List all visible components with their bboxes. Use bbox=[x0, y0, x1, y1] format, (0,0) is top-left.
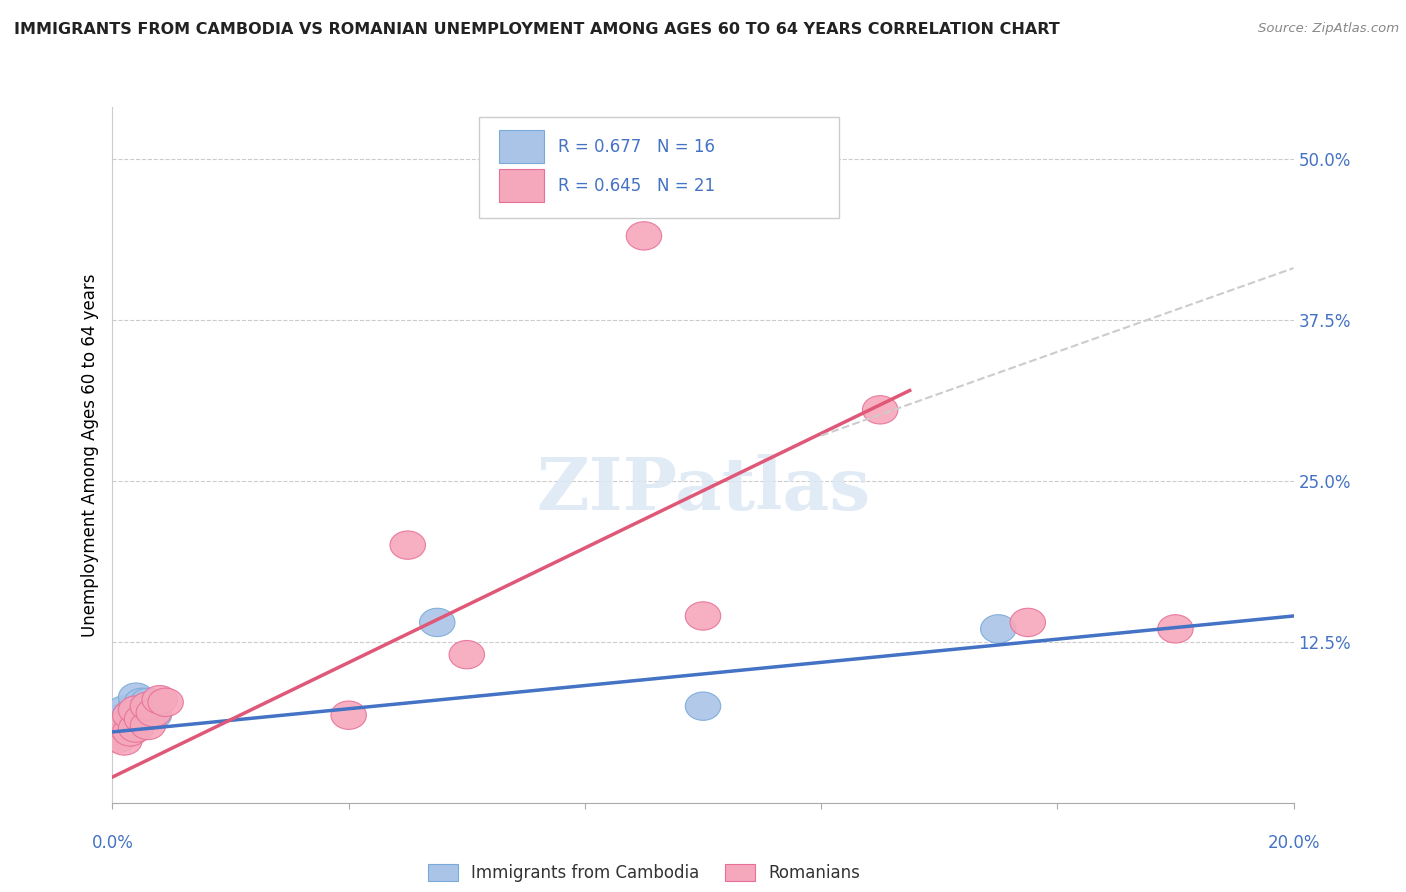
Ellipse shape bbox=[101, 705, 136, 733]
Ellipse shape bbox=[131, 688, 166, 716]
Ellipse shape bbox=[136, 698, 172, 727]
Ellipse shape bbox=[101, 718, 136, 746]
Ellipse shape bbox=[330, 701, 367, 730]
Text: 20.0%: 20.0% bbox=[1267, 834, 1320, 852]
Text: IMMIGRANTS FROM CAMBODIA VS ROMANIAN UNEMPLOYMENT AMONG AGES 60 TO 64 YEARS CORR: IMMIGRANTS FROM CAMBODIA VS ROMANIAN UNE… bbox=[14, 22, 1060, 37]
Ellipse shape bbox=[118, 705, 153, 733]
Text: Source: ZipAtlas.com: Source: ZipAtlas.com bbox=[1258, 22, 1399, 36]
Ellipse shape bbox=[131, 711, 166, 739]
Ellipse shape bbox=[118, 696, 153, 724]
Text: R = 0.645   N = 21: R = 0.645 N = 21 bbox=[558, 177, 714, 194]
Ellipse shape bbox=[107, 696, 142, 724]
Ellipse shape bbox=[124, 688, 160, 716]
Text: 0.0%: 0.0% bbox=[91, 834, 134, 852]
Ellipse shape bbox=[1157, 615, 1194, 643]
Ellipse shape bbox=[101, 724, 136, 753]
Ellipse shape bbox=[112, 709, 148, 737]
Ellipse shape bbox=[148, 688, 183, 716]
FancyBboxPatch shape bbox=[499, 169, 544, 202]
Ellipse shape bbox=[112, 701, 148, 730]
Ellipse shape bbox=[862, 396, 898, 424]
Ellipse shape bbox=[112, 701, 148, 730]
Ellipse shape bbox=[107, 711, 142, 739]
Ellipse shape bbox=[107, 727, 142, 756]
Ellipse shape bbox=[124, 705, 160, 733]
Ellipse shape bbox=[626, 222, 662, 250]
Ellipse shape bbox=[1010, 608, 1046, 637]
Ellipse shape bbox=[124, 698, 160, 727]
Ellipse shape bbox=[142, 686, 177, 714]
Text: R = 0.677   N = 16: R = 0.677 N = 16 bbox=[558, 137, 714, 156]
Ellipse shape bbox=[118, 683, 153, 711]
Ellipse shape bbox=[980, 615, 1017, 643]
Ellipse shape bbox=[131, 692, 166, 721]
Ellipse shape bbox=[449, 640, 485, 669]
Legend: Immigrants from Cambodia, Romanians: Immigrants from Cambodia, Romanians bbox=[422, 857, 866, 888]
FancyBboxPatch shape bbox=[499, 130, 544, 163]
Ellipse shape bbox=[118, 692, 153, 721]
Ellipse shape bbox=[136, 701, 172, 730]
Ellipse shape bbox=[389, 531, 426, 559]
Ellipse shape bbox=[118, 714, 153, 742]
Ellipse shape bbox=[685, 602, 721, 630]
Ellipse shape bbox=[107, 714, 142, 742]
Ellipse shape bbox=[685, 692, 721, 721]
Text: ZIPatlas: ZIPatlas bbox=[536, 454, 870, 525]
Ellipse shape bbox=[419, 608, 456, 637]
Ellipse shape bbox=[112, 718, 148, 746]
Y-axis label: Unemployment Among Ages 60 to 64 years: Unemployment Among Ages 60 to 64 years bbox=[80, 273, 98, 637]
FancyBboxPatch shape bbox=[478, 118, 839, 219]
